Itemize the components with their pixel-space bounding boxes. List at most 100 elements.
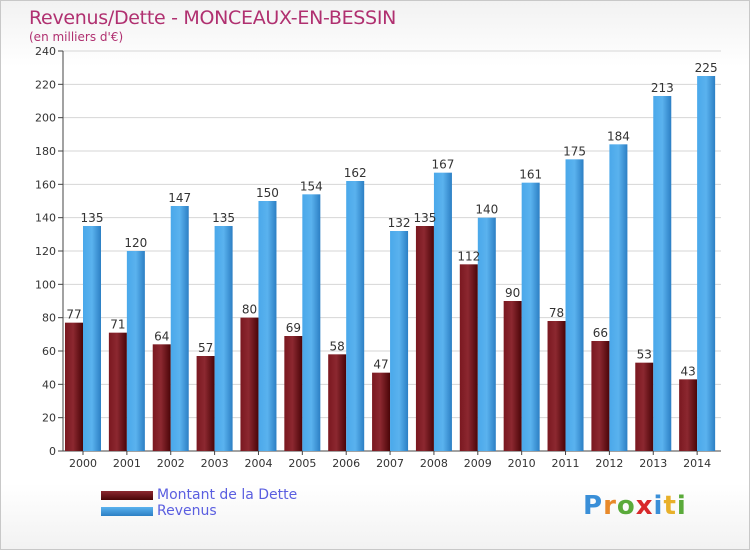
data-label-revenus: 135	[212, 211, 235, 225]
x-tick-label: 2007	[376, 457, 404, 470]
data-label-dette: 58	[330, 339, 345, 353]
bar-dette	[415, 226, 434, 451]
bar-dette	[547, 321, 566, 451]
bar-revenus	[433, 172, 452, 451]
x-tick-label: 2004	[244, 457, 272, 470]
x-tick-label: 2005	[288, 457, 316, 470]
chart-subtitle: (en milliers d'€)	[29, 30, 124, 44]
bar-revenus	[258, 201, 277, 451]
bar-dette	[372, 372, 391, 451]
data-label-revenus: 184	[607, 129, 630, 143]
legend-item-revenus: Revenus	[101, 503, 297, 519]
legend-swatch-revenus	[101, 506, 153, 516]
y-tick-label: 40	[42, 378, 56, 391]
x-tick-label: 2003	[201, 457, 229, 470]
bar-revenus	[609, 144, 628, 452]
bar-dette	[328, 354, 347, 451]
bar-dette	[591, 341, 610, 451]
data-label-revenus: 162	[344, 166, 367, 180]
bar-revenus	[390, 231, 409, 451]
bar-dette	[196, 356, 215, 451]
y-tick-label: 200	[35, 112, 56, 125]
data-label-revenus: 120	[124, 236, 147, 250]
data-label-revenus: 132	[388, 216, 411, 230]
legend-label-dette: Montant de la Dette	[157, 487, 298, 503]
data-label-dette: 47	[373, 358, 388, 372]
data-label-revenus: 147	[168, 191, 191, 205]
data-label-dette: 43	[680, 364, 695, 378]
legend-item-dette: Montant de la Dette	[101, 487, 297, 503]
y-tick-label: 160	[35, 178, 56, 191]
y-tick-label: 240	[35, 45, 56, 58]
y-tick-label: 60	[42, 345, 56, 358]
y-tick-label: 180	[35, 145, 56, 158]
data-label-dette: 71	[110, 318, 125, 332]
bar-revenus	[697, 76, 716, 451]
y-tick-label: 220	[35, 78, 56, 91]
y-tick-label: 0	[49, 445, 56, 458]
legend-label-revenus: Revenus	[157, 503, 217, 519]
bar-dette	[679, 379, 698, 451]
x-tick-label: 2012	[595, 457, 623, 470]
data-label-revenus: 135	[81, 211, 104, 225]
data-label-dette: 53	[637, 348, 652, 362]
bar-dette	[635, 362, 654, 451]
data-label-dette: 66	[593, 326, 608, 340]
bar-dette	[284, 336, 303, 451]
data-label-revenus: 154	[300, 179, 323, 193]
data-label-revenus: 150	[256, 186, 279, 200]
bar-dette	[240, 317, 259, 451]
data-label-dette: 80	[242, 303, 257, 317]
proxiti-logo: Proxiti	[583, 491, 687, 521]
x-tick-label: 2013	[639, 457, 667, 470]
bar-revenus	[170, 206, 189, 451]
x-tick-label: 2002	[157, 457, 185, 470]
bar-dette	[459, 264, 478, 451]
bar-revenus	[477, 217, 496, 451]
bar-dette	[65, 322, 83, 451]
legend: Montant de la Dette Revenus	[101, 487, 297, 519]
x-tick-label: 2010	[508, 457, 536, 470]
x-tick-label: 2000	[69, 457, 97, 470]
bar-revenus	[565, 159, 584, 452]
bar-revenus	[126, 251, 145, 451]
data-label-dette: 112	[457, 249, 480, 263]
data-label-revenus: 213	[651, 81, 674, 95]
data-label-revenus: 167	[431, 158, 454, 172]
bar-revenus	[521, 182, 540, 451]
x-tick-label: 2009	[464, 457, 492, 470]
x-tick-label: 2008	[420, 457, 448, 470]
legend-swatch-dette	[101, 490, 153, 500]
bar-revenus	[83, 226, 101, 451]
data-label-revenus: 175	[563, 144, 586, 158]
y-tick-label: 100	[35, 278, 56, 291]
data-label-dette: 78	[549, 306, 564, 320]
x-tick-label: 2011	[552, 457, 580, 470]
data-label-revenus: 225	[695, 61, 718, 75]
bar-revenus	[346, 181, 365, 451]
y-tick-label: 80	[42, 312, 56, 325]
data-label-dette: 69	[286, 321, 301, 335]
bar-dette	[152, 344, 171, 451]
x-tick-label: 2006	[332, 457, 360, 470]
bar-revenus	[653, 96, 672, 451]
data-label-revenus: 140	[475, 203, 498, 217]
data-label-dette: 90	[505, 286, 520, 300]
chart-title: Revenus/Dette - MONCEAUX-EN-BESSIN	[29, 7, 397, 29]
x-tick-label: 2001	[113, 457, 141, 470]
bar-dette	[108, 332, 127, 451]
data-label-dette: 64	[154, 329, 169, 343]
bar-revenus	[302, 194, 321, 452]
data-label-dette: 77	[66, 308, 81, 322]
y-tick-label: 20	[42, 412, 56, 425]
data-label-dette: 57	[198, 341, 213, 355]
y-tick-label: 140	[35, 212, 56, 225]
bar-dette	[503, 301, 522, 451]
data-label-dette: 135	[413, 211, 436, 225]
data-label-revenus: 161	[519, 168, 542, 182]
y-tick-label: 120	[35, 245, 56, 258]
x-tick-label: 2014	[683, 457, 711, 470]
bar-revenus	[214, 226, 233, 451]
